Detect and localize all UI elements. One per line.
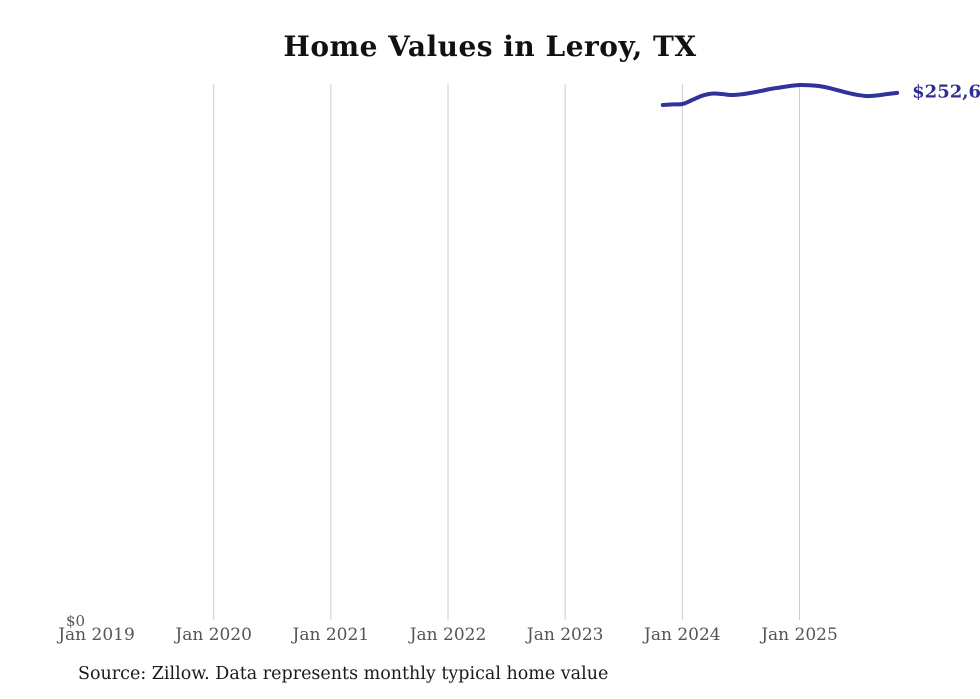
home-value-line [660,82,900,107]
x-tick-label: Jan 2019 [56,625,135,645]
x-tick-label: Jan 2021 [291,625,370,645]
x-tick-label: Jan 2025 [759,625,838,645]
x-tick-label: Jan 2024 [642,625,721,645]
chart-title: Home Values in Leroy, TX [283,30,697,63]
x-tick-label: Jan 2023 [525,625,604,645]
x-tick-label: Jan 2020 [173,625,252,645]
latest-value-label: $252,699 [912,81,980,102]
source-note: Source: Zillow. Data represents monthly … [78,664,609,684]
y-zero-tick-label: $0 [66,612,85,630]
x-tick-label: Jan 2022 [408,625,487,645]
